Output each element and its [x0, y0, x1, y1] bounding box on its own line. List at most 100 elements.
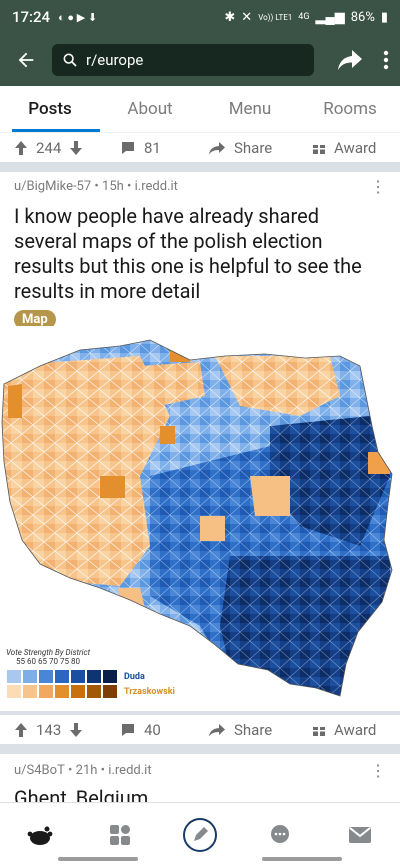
back-button[interactable] — [0, 34, 52, 86]
upvote-icon[interactable] — [14, 140, 28, 156]
downvote-icon[interactable] — [69, 140, 83, 156]
post-card[interactable]: u/S4BoT • 21h • i.redd.it ⋮ Ghent, Belgi… — [0, 754, 400, 802]
post-title[interactable]: I know people have already shared severa… — [14, 204, 362, 303]
tab-posts[interactable]: Posts — [0, 86, 100, 132]
legend-swatch — [70, 669, 86, 684]
tab-menu[interactable]: Menu — [228, 99, 272, 119]
prev-post-actions: 244 81 Share Award — [0, 133, 400, 162]
nav-inbox[interactable] — [320, 810, 400, 860]
post-options-icon[interactable]: ⋮ — [370, 760, 386, 780]
tab-rooms[interactable]: Rooms — [323, 99, 377, 119]
subreddit-search[interactable]: r/europe — [52, 44, 314, 76]
vote-count: 143 — [36, 720, 62, 739]
legend-swatch — [86, 669, 102, 684]
app-header: r/europe — [0, 34, 400, 86]
search-text: r/europe — [86, 51, 144, 69]
share-icon — [209, 723, 225, 736]
upvote-icon[interactable] — [14, 722, 28, 738]
legend-tick: 75 — [60, 657, 69, 666]
subreddit-tabs: Posts About Menu Rooms — [0, 86, 400, 133]
legend-swatch — [6, 684, 22, 699]
legend-swatch — [102, 684, 118, 699]
nav-communities[interactable] — [80, 810, 160, 860]
share-arrow-icon — [338, 50, 362, 70]
inbox-icon — [349, 827, 371, 843]
vertical-dots-icon — [383, 50, 389, 70]
legend-tick: 65 — [38, 657, 47, 666]
network-label: 4G — [298, 12, 310, 22]
communities-icon — [110, 825, 130, 845]
post-meta: u/S4BoT • 21h • i.redd.it ⋮ — [0, 760, 400, 780]
post-domain[interactable]: i.redd.it — [108, 762, 152, 778]
share-button[interactable]: Share — [208, 721, 312, 739]
battery-icon: ▮ — [380, 9, 388, 25]
bluetooth-icon: ✱ — [224, 9, 236, 25]
prev-share-label: Share — [234, 138, 273, 157]
share-label: Share — [234, 720, 273, 739]
meta-dot: • — [64, 762, 76, 778]
nav-home[interactable] — [0, 810, 80, 860]
comment-count: 40 — [144, 720, 161, 739]
legend-ticks: 55 60 65 70 75 80 — [16, 657, 175, 666]
nav-create-post[interactable] — [160, 810, 240, 860]
mute-icon: ✕ — [241, 9, 253, 25]
legend-tick: 80 — [71, 657, 80, 666]
prev-share-button[interactable]: Share — [208, 139, 312, 157]
legend-swatch — [86, 684, 102, 699]
legend-swatch — [22, 669, 38, 684]
battery-label: 86% — [350, 9, 375, 25]
legend-swatch — [6, 669, 22, 684]
downvote-icon[interactable] — [69, 722, 83, 738]
gift-icon — [313, 144, 325, 154]
gift-icon — [313, 726, 325, 736]
legend-title: Vote Strength By District — [6, 648, 91, 657]
poland-election-map — [1, 339, 393, 697]
meta-dot: • — [91, 178, 103, 194]
award-label: Award — [334, 720, 377, 739]
back-arrow-icon — [18, 52, 34, 68]
meta-dot: • — [97, 762, 109, 778]
award-button[interactable]: Award — [312, 721, 376, 739]
share-icon — [209, 141, 225, 154]
legend-swatch — [38, 669, 54, 684]
comments-button[interactable]: 40 — [120, 721, 208, 739]
tab-about[interactable]: About — [127, 99, 173, 119]
vote-controls: 143 — [0, 721, 120, 739]
volte-label: Vo)) LTE1 — [258, 12, 293, 22]
prev-comments-button[interactable]: 81 — [120, 139, 208, 157]
signal-icon: ▂▄▆ — [315, 10, 345, 25]
legend-tick: 60 — [27, 657, 36, 666]
post-separator — [0, 744, 400, 754]
post-image-map[interactable] — [0, 326, 400, 711]
post-flair[interactable]: Map — [14, 310, 56, 329]
post-domain[interactable]: i.redd.it — [134, 178, 178, 194]
post-title[interactable]: Ghent, Belgium — [14, 786, 149, 802]
create-post-icon — [183, 818, 217, 852]
meta-dot: • — [123, 178, 135, 194]
legend-swatch — [102, 669, 118, 684]
post-separator — [0, 162, 400, 172]
legend-swatch — [70, 684, 86, 699]
post-card[interactable]: u/BigMike-57 • 15h • i.redd.it ⋮ I know … — [0, 172, 400, 329]
share-subreddit-button[interactable] — [328, 34, 372, 86]
post-author[interactable]: u/S4BoT — [14, 762, 65, 778]
post-options-icon[interactable]: ⋮ — [370, 176, 386, 196]
post-actions: 143 40 Share Award — [0, 715, 400, 744]
prev-award-button[interactable]: Award — [312, 139, 376, 157]
legend-tick: 70 — [49, 657, 58, 666]
more-options-button[interactable] — [372, 34, 400, 86]
prev-award-label: Award — [334, 138, 377, 157]
legend-candidate-b: Trzaskowski — [124, 686, 175, 697]
chat-icon — [271, 825, 289, 843]
nav-chat[interactable] — [240, 810, 320, 860]
map-legend: Vote Strength By District 55 60 65 70 75… — [6, 648, 175, 699]
post-meta: u/BigMike-57 • 15h • i.redd.it ⋮ — [0, 176, 400, 196]
bottom-navigation — [0, 802, 400, 867]
post-author[interactable]: u/BigMike-57 — [14, 178, 92, 194]
legend-row-a: Duda — [6, 669, 175, 684]
status-bar: 17:24 ◐ ● ▶ ⬇ ✱ ✕ Vo)) LTE1 4G ▂▄▆ 86% ▮ — [0, 0, 400, 34]
legend-swatch — [54, 669, 70, 684]
legend-tick: 55 — [16, 657, 25, 666]
legend-swatch — [38, 684, 54, 699]
post-age: 21h — [75, 762, 98, 778]
